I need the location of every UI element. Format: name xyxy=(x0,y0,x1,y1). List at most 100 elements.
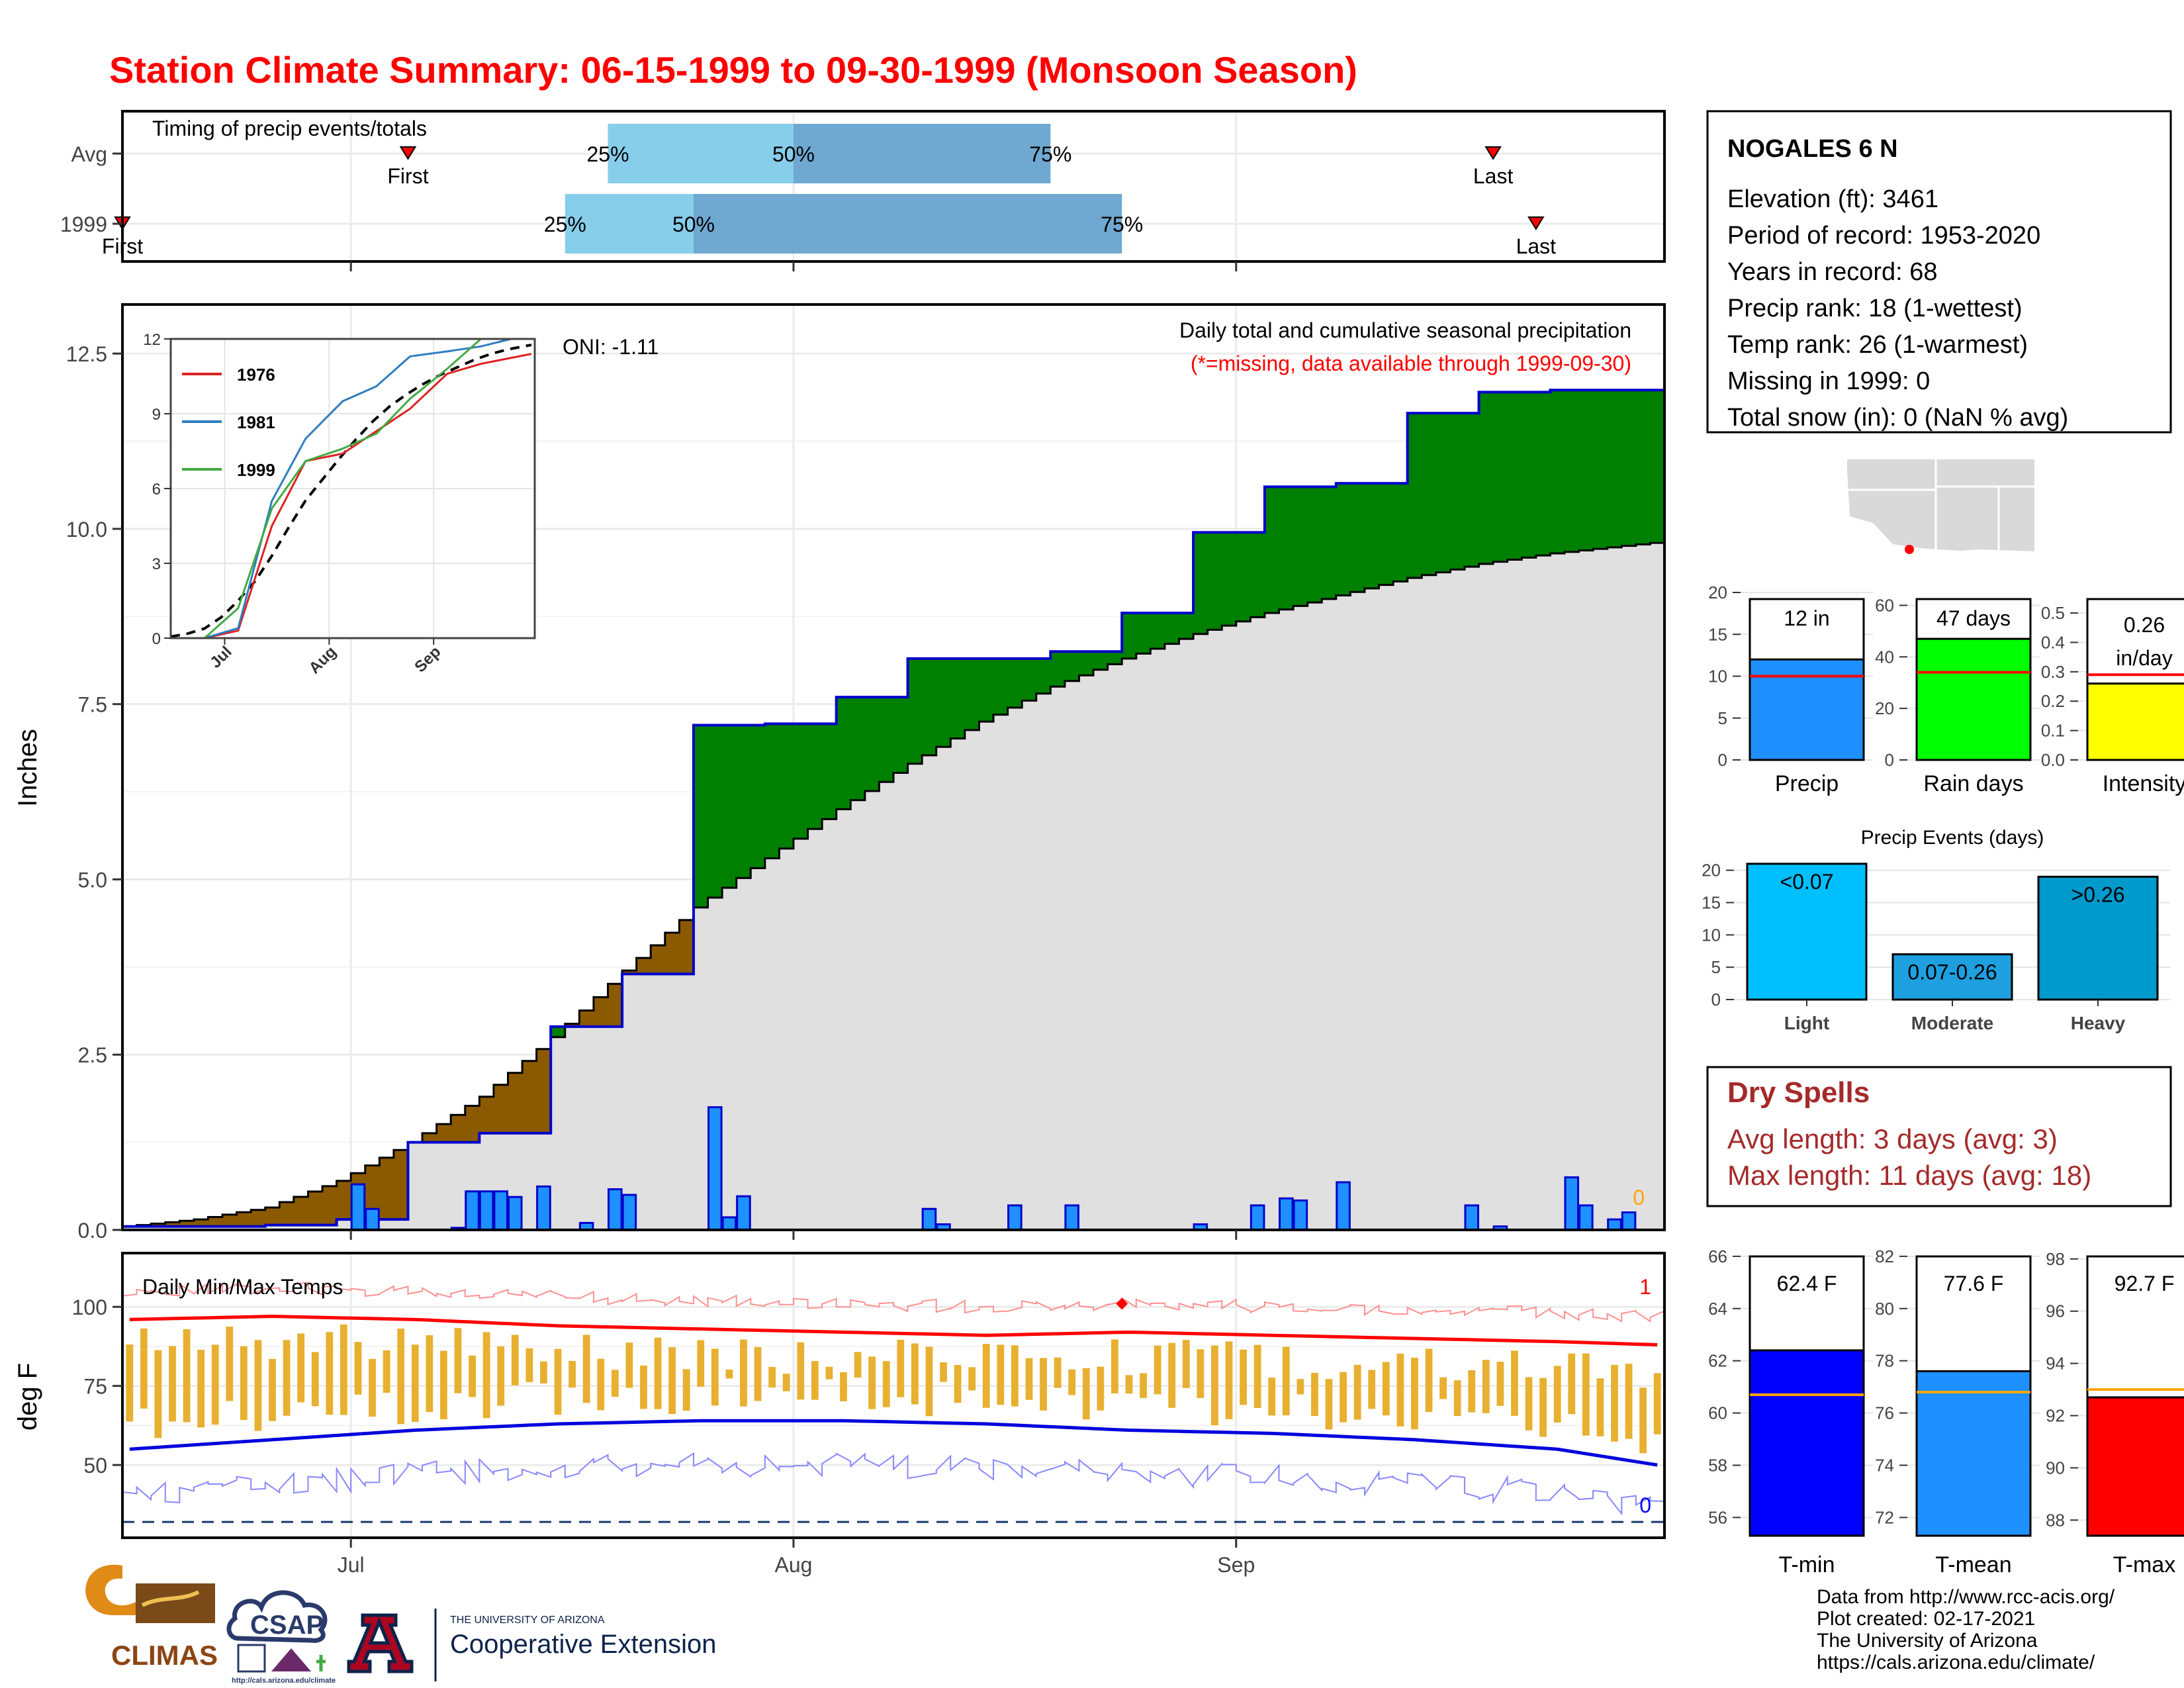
daily-precip-bar xyxy=(1607,1218,1622,1231)
deficit-area xyxy=(493,1084,509,1133)
daily-temp-range-bar xyxy=(140,1328,148,1409)
temp-ytick-label: 92 xyxy=(2046,1406,2065,1426)
deficit-area xyxy=(251,1209,266,1227)
daily-temp-range-bar xyxy=(868,1356,876,1409)
surplus-area xyxy=(1407,413,1422,579)
temps-ylabel: deg F xyxy=(13,1363,42,1430)
daily-temp-range-bar xyxy=(797,1342,805,1400)
last-marker-label: Last xyxy=(1516,234,1557,258)
daily-temp-range-bar xyxy=(640,1365,647,1409)
daily-temp-range-bar xyxy=(1325,1379,1333,1430)
station-info-line: Total snow (in): 0 (NaN % avg) xyxy=(1727,404,2068,432)
summary-ytick-label: 0.5 xyxy=(2041,603,2065,623)
deficit-area xyxy=(664,932,680,974)
climas-logo: CLIMAS xyxy=(85,1564,218,1671)
surplus-area xyxy=(793,724,809,839)
summary-bar-value xyxy=(1915,637,2032,761)
daily-precip-bar xyxy=(736,1195,751,1231)
inset-ytick-label: 6 xyxy=(152,481,161,498)
temp-ytick-label: 75 xyxy=(83,1375,107,1399)
dry-spells-box: Dry Spells Avg length: 3 days (avg: 3) M… xyxy=(1706,1066,2172,1207)
summary-label: Intensity xyxy=(2103,771,2184,796)
inset-ytick-label: 0 xyxy=(152,630,161,648)
daily-temp-range-bar xyxy=(1411,1358,1418,1430)
daily-precip-bar xyxy=(465,1190,480,1231)
summary-ytick-label: 20 xyxy=(1708,583,1727,602)
summary-ytick-label: 0.4 xyxy=(2041,632,2065,652)
daily-precip-bar xyxy=(707,1106,723,1231)
timing-bar-lower xyxy=(565,194,694,254)
surplus-area xyxy=(1435,413,1451,573)
surplus-area xyxy=(1450,413,1465,570)
daily-temp-range-bar xyxy=(211,1344,219,1425)
temp-ytick-label: 98 xyxy=(2046,1249,2065,1269)
timing-bar-upper xyxy=(793,124,1051,183)
daily-temp-range-bar xyxy=(326,1332,334,1415)
surplus-area xyxy=(850,697,866,800)
daily-temp-range-bar xyxy=(1525,1377,1533,1430)
daily-temp-range-bar xyxy=(940,1362,947,1382)
daily-temp-range-bar xyxy=(1382,1362,1390,1416)
inset-ytick-label: 3 xyxy=(152,555,161,573)
deficit-area xyxy=(265,1207,280,1225)
month-tick-label: Jul xyxy=(338,1553,365,1577)
temp-ytick-label: 56 xyxy=(1708,1507,1727,1527)
events-ytick-label: 20 xyxy=(1702,861,1721,880)
surplus-area xyxy=(1422,413,1437,575)
daily-temp-range-bar xyxy=(1511,1350,1518,1416)
temp-ytick-label: 72 xyxy=(1875,1507,1894,1527)
dry-spells-title: Dry Spells xyxy=(1727,1076,1870,1109)
timing-label-75: 75% xyxy=(1029,142,1071,166)
daily-temp-range-bar xyxy=(397,1329,405,1425)
daily-temp-range-bar xyxy=(340,1324,347,1415)
daily-temp-range-bar xyxy=(1082,1368,1090,1420)
daily-temp-range-bar xyxy=(1040,1358,1047,1411)
daily-temp-range-bar xyxy=(711,1348,719,1406)
temps-title: Daily Min/Max Temps xyxy=(142,1275,343,1299)
inset-line-1976 xyxy=(171,353,532,639)
deficit-area xyxy=(322,1186,338,1225)
dry-spells-avg: Avg length: 3 days (avg: 3) xyxy=(1727,1123,2058,1154)
temp-ytick-label: 58 xyxy=(1708,1455,1727,1475)
daily-temp-range-bar xyxy=(597,1358,605,1411)
average-cumulative-area xyxy=(122,543,1664,1231)
footer-line: Data from http://www.rcc-acis.org/ xyxy=(1817,1586,2115,1608)
daily-temp-range-bar xyxy=(1182,1340,1190,1388)
surplus-area xyxy=(1650,390,1665,543)
temp-summary-label: T-mean xyxy=(1935,1552,2011,1577)
deficit-area xyxy=(593,997,609,1027)
summary-chart-precip: 0 5 10 15 20 12 in Precip xyxy=(1708,583,1873,796)
summary-bar-value xyxy=(2086,682,2184,761)
deficit-area xyxy=(508,1072,523,1133)
timing-label-50: 50% xyxy=(672,212,715,236)
first-marker xyxy=(399,146,417,160)
surplus-area xyxy=(1635,390,1651,545)
daily-precip-bar xyxy=(508,1196,523,1231)
daily-precip-bar xyxy=(536,1185,551,1231)
daily-temp-range-bar xyxy=(254,1340,262,1431)
daily-precip-bar xyxy=(1293,1199,1308,1231)
surplus-area xyxy=(1522,392,1537,558)
surplus-area xyxy=(879,697,894,782)
timing-label-25: 25% xyxy=(544,212,586,236)
daily-precip-bar xyxy=(1336,1181,1351,1231)
daily-temp-range-bar xyxy=(754,1346,762,1401)
timing-row-label: 1999 xyxy=(60,212,107,236)
timing-label-25: 25% xyxy=(586,142,629,166)
surplus-area xyxy=(1293,487,1308,606)
daily-temp-range-bar xyxy=(1140,1373,1147,1398)
deficit-area xyxy=(536,1049,551,1133)
last-marker xyxy=(1484,146,1502,160)
surplus-area xyxy=(1336,483,1351,596)
daily-temp-range-bar xyxy=(854,1352,862,1378)
surplus-area xyxy=(1150,613,1165,649)
surplus-area xyxy=(936,658,951,747)
temp-ytick-label: 76 xyxy=(1875,1403,1894,1423)
surplus-area xyxy=(836,697,851,810)
surplus-area xyxy=(722,725,737,888)
surplus-area xyxy=(1535,392,1551,556)
temp-bar-value xyxy=(1915,1370,2032,1537)
temp-ytick-label: 62 xyxy=(1708,1351,1727,1371)
daily-temp-range-bar xyxy=(1211,1345,1218,1426)
temp-ytick-label: 82 xyxy=(1875,1246,1894,1266)
